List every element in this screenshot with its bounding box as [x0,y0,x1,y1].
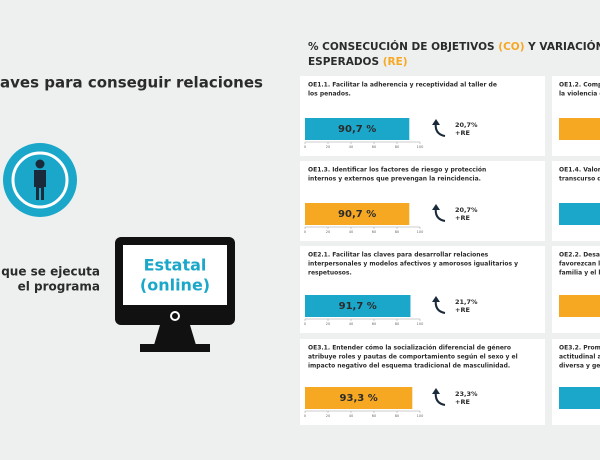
icon-ring [11,151,69,209]
objective-text: atribuye roles y pautas de comportamient… [308,354,518,361]
tick-label: 20 [326,145,330,149]
tick-label: 60 [372,322,376,326]
screen-text: Estatal [144,256,207,275]
tick-label: 80 [395,230,399,234]
tick-label: 60 [372,145,376,149]
monitor-stand [154,325,196,345]
objective-text: familia y el h [559,270,600,277]
monitor-button-inner [172,313,178,319]
re-value: 20,7% [455,206,478,214]
tick-label: 100 [417,230,424,234]
tick-label: 100 [417,414,424,418]
bar-label: 91,7 % [339,301,377,312]
objective-text: interpersonales y modelos afectivos y am… [308,261,518,268]
re-tag: +RE [455,306,470,314]
objective-text: OE3.2. Promo [559,345,600,352]
card [552,161,600,241]
objective-text: los penados. [308,91,351,98]
tick-label: 40 [349,414,353,418]
objective-text: diversa y gest [559,363,600,370]
re-tag: +RE [455,214,470,222]
objective-text: OE1.3. Identificar los factores de riesg… [308,167,486,174]
bar-cropped [559,118,600,140]
card [552,246,600,333]
tick-label: 80 [395,322,399,326]
card [552,339,600,425]
re-value: 21,7% [455,298,478,306]
title-part: % CONSECUCIÓN DE OBJETIVOS [308,40,498,53]
bar-label: 90,7 % [338,209,376,220]
objective-text: favorezcan la [559,261,600,268]
bar-label: 93,3 % [340,393,378,404]
card [300,76,545,156]
tick-label: 100 [417,322,424,326]
person-body [34,170,46,200]
location-line: a que se ejecuta [0,265,100,279]
panel-title: % CONSECUCIÓN DE OBJETIVOS (CO) Y VARIAC… [308,40,600,53]
re-arrowhead [432,204,440,210]
title-part: (RE) [383,56,408,68]
bar-label: 90,7 % [338,124,376,135]
bar [305,387,413,409]
card [300,161,545,241]
objective-text: internos y externos que prevengan la rei… [308,176,481,183]
person-head [35,159,45,169]
card [300,246,545,333]
re-tag: +RE [455,129,470,137]
monitor-screen [123,245,227,305]
tick-label: 0 [304,230,306,234]
bar-cropped [559,295,600,317]
tick-label: 80 [395,414,399,418]
card [300,339,545,425]
tick-label: 40 [349,230,353,234]
tick-label: 60 [372,414,376,418]
bar [305,295,411,317]
monitor-base [140,344,210,352]
title-part: ESPERADOS [308,56,383,68]
tick-label: 0 [304,322,306,326]
title-part: Y VARIACIÓN CON R [525,40,600,53]
bar-cropped [559,387,600,409]
tick-label: 0 [304,414,306,418]
tick-label: 40 [349,145,353,149]
objective-text: OE1.4. Valora [559,167,600,174]
tick-label: 60 [372,230,376,234]
bar-cropped [559,203,600,225]
tick-label: 20 [326,230,330,234]
title-part: (CO) [498,41,524,53]
tick-label: 0 [304,145,306,149]
left-heading: aves para conseguir relaciones [0,74,263,92]
objective-text: actitudinal as [559,354,600,361]
re-value: 20,7% [455,121,478,129]
panel-title: ESPERADOS (RE) [308,56,408,68]
screen-text: (online) [140,276,210,295]
re-tag: +RE [455,398,470,406]
card [552,76,600,156]
location-line: el programa [18,280,100,294]
tick-label: 20 [326,414,330,418]
tick-label: 20 [326,322,330,326]
re-arrowhead [432,296,440,302]
objective-text: respetuosos. [308,270,352,277]
objective-text: OE2.2. Desarr [559,252,600,259]
tick-label: 100 [417,145,424,149]
re-arrowhead [432,119,440,125]
objective-text: impacto negativo del esquema tradicional… [308,363,510,370]
objective-text: OE1.1. Facilitar la adherencia y recepti… [308,82,497,89]
re-value: 23,3% [455,390,478,398]
objective-text: la violencia d [559,91,600,98]
objective-text: OE3.1. Entender cómo la socialización di… [308,345,511,352]
tick-label: 40 [349,322,353,326]
objective-text: transcurso de [559,176,600,183]
objective-text: OE1.2. Compr [559,82,600,89]
re-arrowhead [432,388,440,394]
objective-text: OE2.1. Facilitar las claves para desarro… [308,252,489,259]
bar [305,203,410,225]
bar [305,118,410,140]
tick-label: 80 [395,145,399,149]
